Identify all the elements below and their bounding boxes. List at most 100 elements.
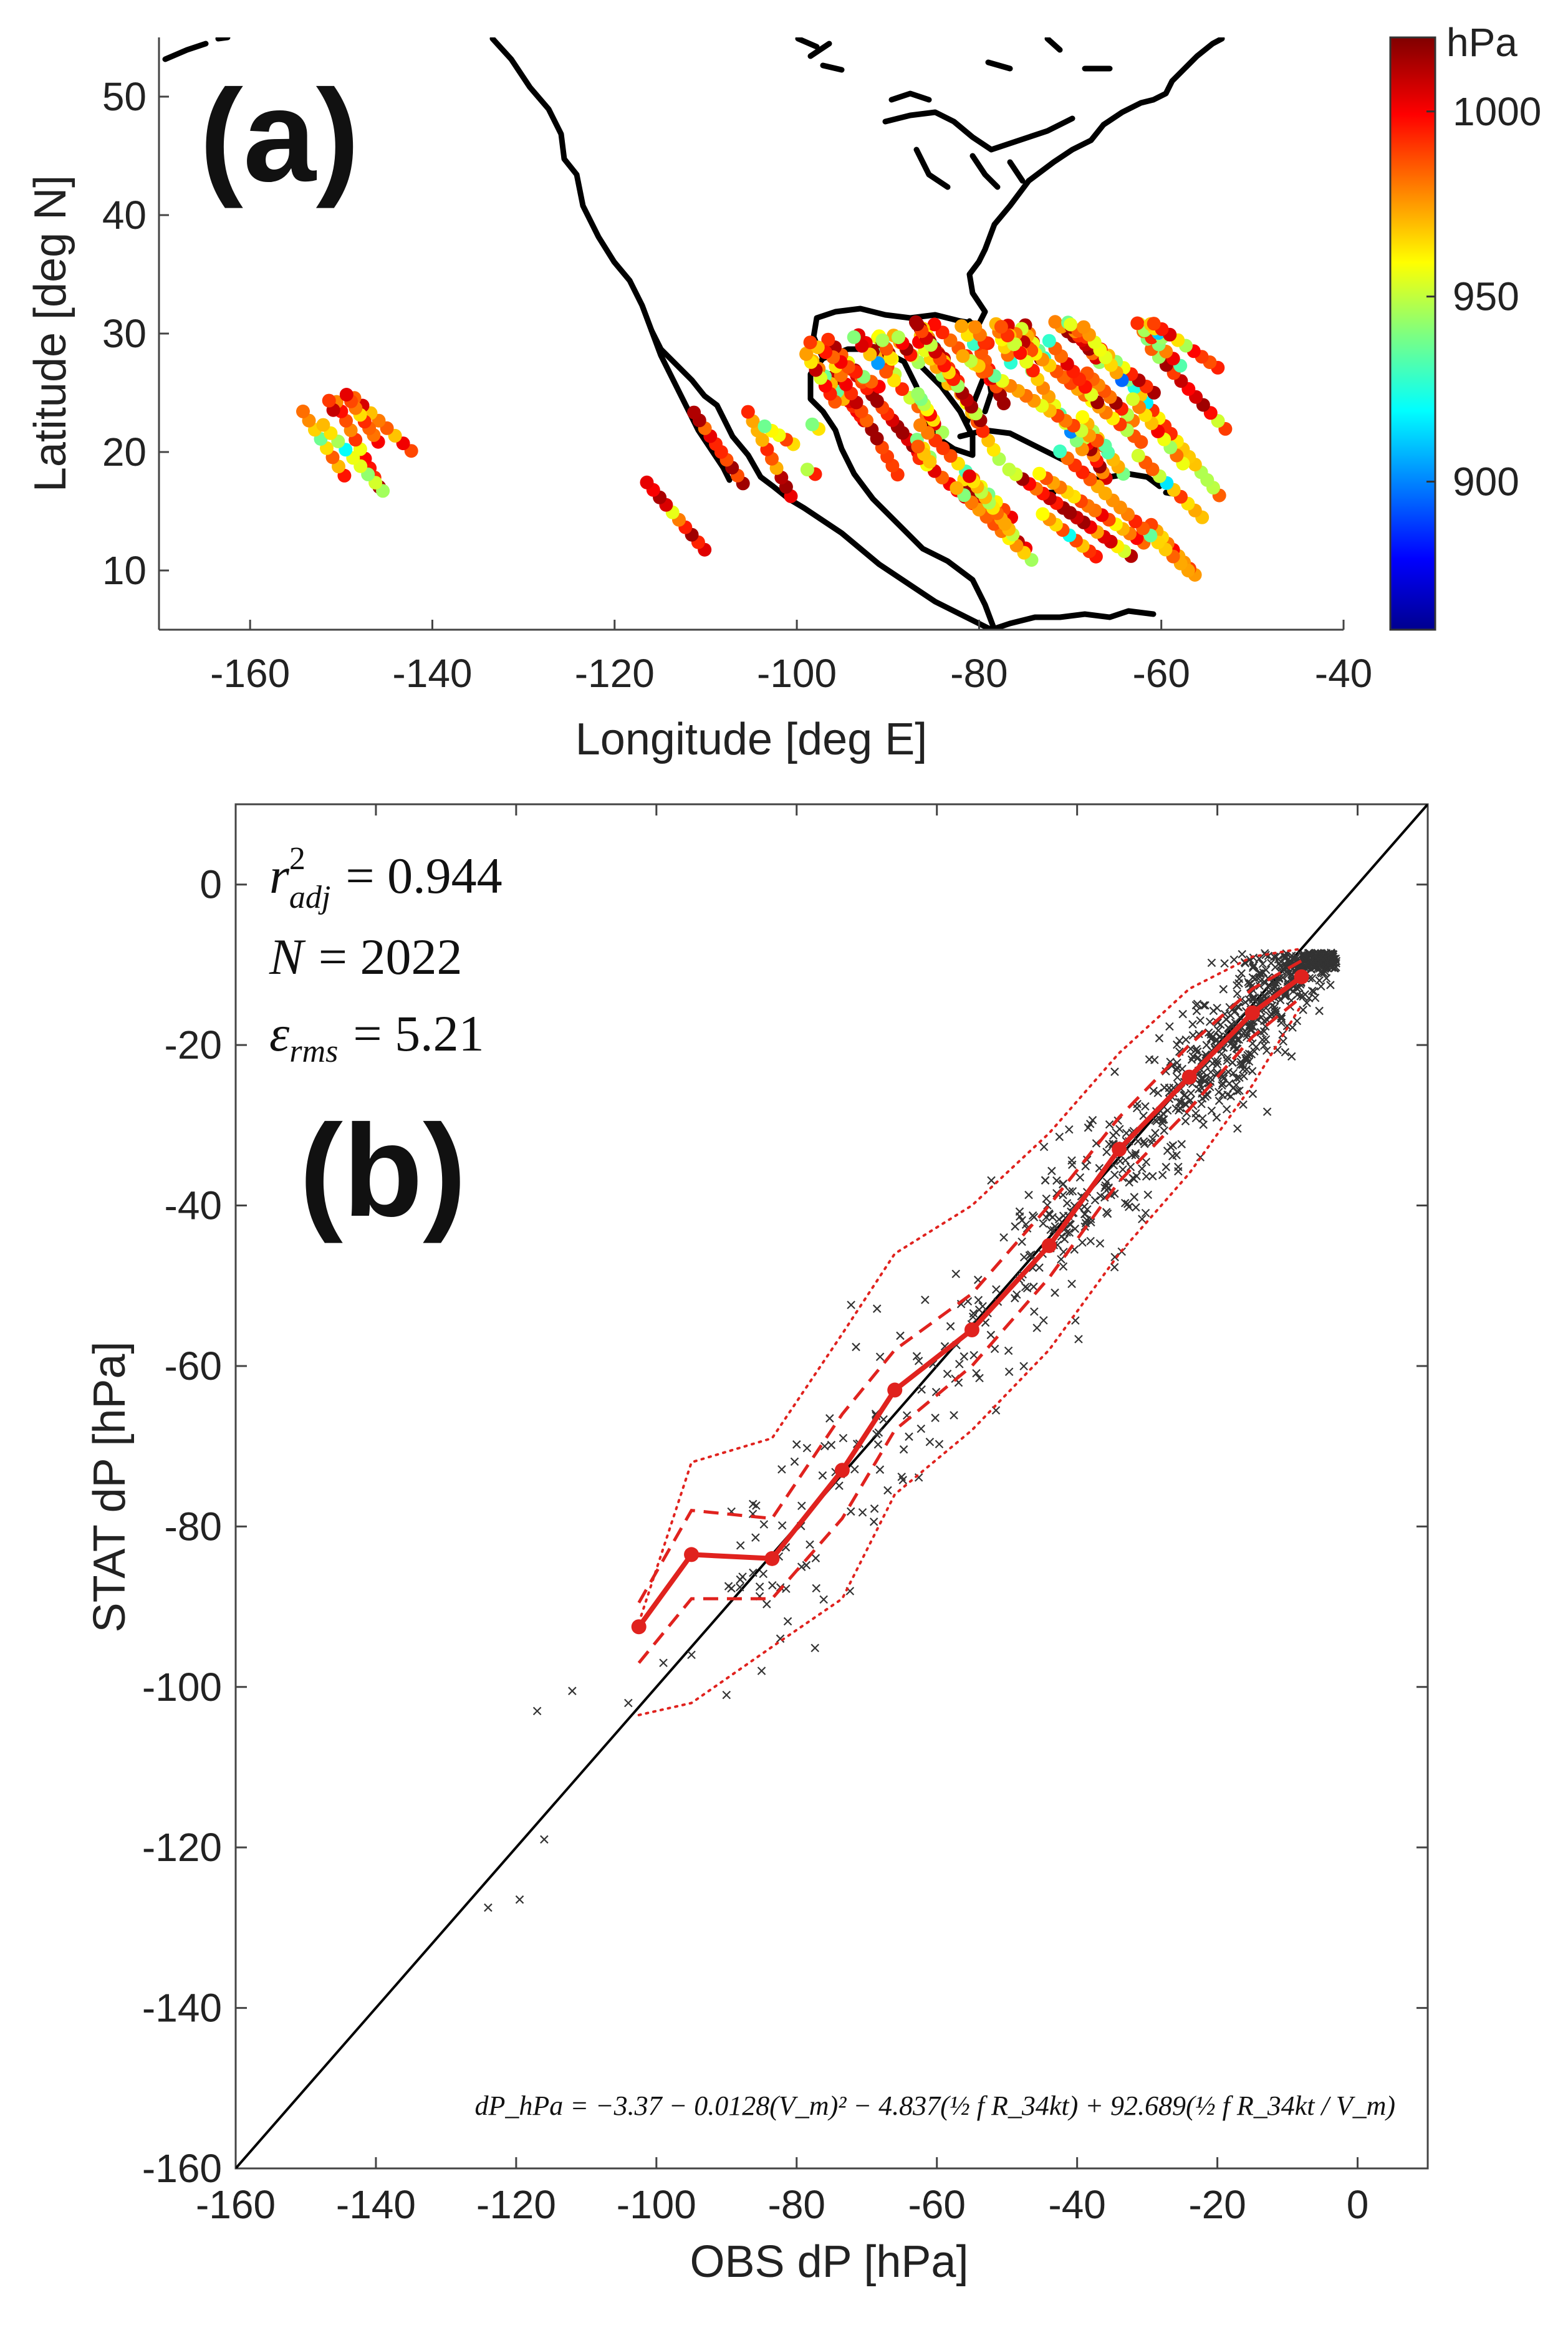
stat-r2-sup: 2 xyxy=(289,841,305,877)
scatter-point xyxy=(1232,1074,1241,1083)
scatter-point xyxy=(921,1296,930,1304)
scatter-panel: -160 -140 -120 -100 -80 -60 -40 -20 0 0 -20 -40 -60… xyxy=(85,803,1429,2287)
coastline-islands xyxy=(162,37,231,62)
scatter-xtick-label: 0 xyxy=(1347,2182,1369,2227)
scatter-point xyxy=(759,1569,768,1579)
scatter-point xyxy=(1095,1239,1105,1248)
scatter-point xyxy=(850,1465,859,1474)
scatter-point xyxy=(748,1499,758,1509)
scatter-point xyxy=(1155,1034,1164,1042)
scatter-point xyxy=(1096,1191,1105,1201)
scatter-point xyxy=(943,1369,952,1378)
scatter-point xyxy=(1165,1084,1174,1092)
map-point xyxy=(913,418,927,432)
map-point xyxy=(950,481,964,495)
scatter-point xyxy=(990,1344,999,1354)
map-xtick-label: -60 xyxy=(1132,651,1190,696)
scatter-point xyxy=(1291,954,1300,963)
scatter-point xyxy=(1044,1209,1054,1218)
scatter-point xyxy=(1248,1067,1257,1075)
scatter-point xyxy=(1307,959,1317,968)
scatter-point xyxy=(1148,1171,1157,1181)
scatter-point xyxy=(1233,989,1242,998)
scatter-point xyxy=(1188,1020,1197,1029)
scatter-point xyxy=(1296,991,1305,1001)
scatter-point xyxy=(852,1342,860,1352)
map-xtick-label: -140 xyxy=(392,651,472,696)
scatter-point xyxy=(1139,1137,1148,1146)
scatter-point xyxy=(1279,1037,1288,1046)
bin-mean-marker xyxy=(684,1547,700,1562)
scatter-point xyxy=(806,1540,814,1549)
colorbar-ticks: 900 950 1000 xyxy=(1426,89,1541,504)
scatter-point xyxy=(1142,1157,1151,1167)
scatter-point xyxy=(1178,1009,1187,1019)
map-ytick-label: 50 xyxy=(102,74,147,119)
map-point xyxy=(994,320,1008,334)
scatter-point xyxy=(1235,1086,1244,1095)
scatter-point xyxy=(1172,1066,1181,1074)
scatter-point xyxy=(1194,1085,1203,1094)
scatter-point xyxy=(1011,1222,1019,1231)
scatter-xtick-label: -100 xyxy=(617,2182,696,2227)
scatter-point xyxy=(1241,959,1250,968)
scatter-point xyxy=(1217,1049,1226,1059)
scatter-point xyxy=(1163,1106,1172,1115)
scatter-point xyxy=(1032,1324,1041,1332)
scatter-point xyxy=(1327,948,1335,957)
scatter-point xyxy=(1300,950,1309,960)
scatter-point xyxy=(1121,1156,1130,1165)
bin-mean-marker xyxy=(764,1551,780,1566)
scatter-point xyxy=(1102,1177,1112,1186)
scatter-ytick-label: -100 xyxy=(142,1665,222,1710)
bin-mean-marker xyxy=(834,1463,850,1478)
scatter-point xyxy=(1222,1105,1231,1114)
scatter-point xyxy=(1262,1046,1271,1055)
scatter-point xyxy=(955,1360,964,1369)
map-point xyxy=(758,419,772,433)
scatter-point xyxy=(1324,960,1333,969)
scatter-point xyxy=(946,1322,955,1331)
scatter-point xyxy=(935,1440,944,1449)
scatter-point xyxy=(1062,1199,1072,1208)
scatter-point xyxy=(975,1373,984,1383)
scatter-point xyxy=(1234,979,1243,988)
scatter-point xyxy=(1019,1253,1029,1262)
scatter-point xyxy=(1115,1125,1124,1133)
scatter-point xyxy=(1219,984,1228,994)
scatter-point xyxy=(1307,974,1317,983)
scatter-xlabel: OBS dP [hPa] xyxy=(690,2237,969,2287)
scatter-point xyxy=(1124,1202,1133,1211)
scatter-point xyxy=(1075,1173,1085,1182)
scatter-point xyxy=(897,1472,906,1481)
scatter-point xyxy=(1212,1113,1221,1122)
scatter-xticks: -160 -140 -120 -100 -80 -60 -40 -20 0 xyxy=(196,2182,1368,2227)
scatter-point xyxy=(1220,959,1229,968)
scatter-point xyxy=(1042,1194,1051,1203)
scatter-point xyxy=(1065,1187,1074,1196)
scatter-point xyxy=(972,1369,981,1378)
scatter-point xyxy=(1078,1238,1087,1247)
scatter-point xyxy=(879,1415,888,1424)
scatter-point xyxy=(1138,1215,1147,1224)
scatter-point xyxy=(899,1445,908,1454)
map-point xyxy=(322,393,336,408)
scatter-point xyxy=(1299,1006,1307,1014)
scatter-point xyxy=(1200,1077,1210,1086)
scatter-point xyxy=(1041,1176,1050,1185)
scatter-point xyxy=(1065,1125,1074,1134)
scatter-point xyxy=(735,1582,744,1592)
scatter-point xyxy=(1192,1006,1201,1016)
map-point xyxy=(1130,316,1145,330)
scatter-point xyxy=(1132,1104,1142,1113)
scatter-point xyxy=(968,1312,978,1321)
coastline-south-america xyxy=(988,608,1157,630)
map-point xyxy=(1036,507,1050,521)
scatter-point xyxy=(1277,1014,1286,1023)
scatter-yticks: 0 -20 -40 -60 -80 -100 -120 -140 -160 xyxy=(142,862,222,2191)
scatter-point xyxy=(1088,1115,1097,1125)
scatter-point xyxy=(1263,974,1272,983)
scatter-point xyxy=(1074,1335,1083,1344)
colorbar-label: hPa xyxy=(1446,20,1517,65)
coastline-north xyxy=(795,37,1113,73)
